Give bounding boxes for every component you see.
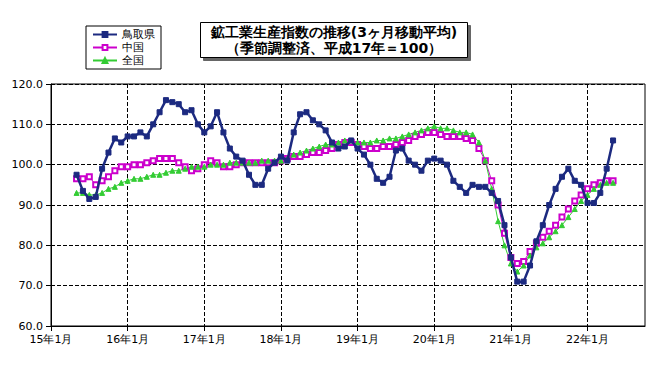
svg-text:100.0: 100.0 <box>12 158 44 171</box>
svg-text:22年1月: 22年1月 <box>566 333 609 346</box>
svg-text:21年1月: 21年1月 <box>489 333 532 346</box>
svg-text:15年1月: 15年1月 <box>30 333 73 346</box>
svg-text:20年1月: 20年1月 <box>413 333 456 346</box>
svg-text:17年1月: 17年1月 <box>183 333 226 346</box>
svg-text:120.0: 120.0 <box>12 78 44 91</box>
svg-text:60.0: 60.0 <box>19 320 44 333</box>
svg-text:18年1月: 18年1月 <box>259 333 302 346</box>
svg-text:中国: 中国 <box>122 41 144 54</box>
svg-text:鳥取県: 鳥取県 <box>121 28 155 41</box>
svg-text:110.0: 110.0 <box>12 118 44 131</box>
svg-text:19年1月: 19年1月 <box>336 333 379 346</box>
svg-text:80.0: 80.0 <box>19 239 44 252</box>
svg-text:（季節調整済、平成17年＝100）: （季節調整済、平成17年＝100） <box>226 40 443 56</box>
svg-text:70.0: 70.0 <box>19 279 44 292</box>
svg-text:全国: 全国 <box>122 54 144 67</box>
svg-text:鉱工業生産指数の推移(3ヶ月移動平均): 鉱工業生産指数の推移(3ヶ月移動平均) <box>210 24 458 40</box>
svg-text:16年1月: 16年1月 <box>106 333 149 346</box>
svg-text:90.0: 90.0 <box>19 199 44 212</box>
